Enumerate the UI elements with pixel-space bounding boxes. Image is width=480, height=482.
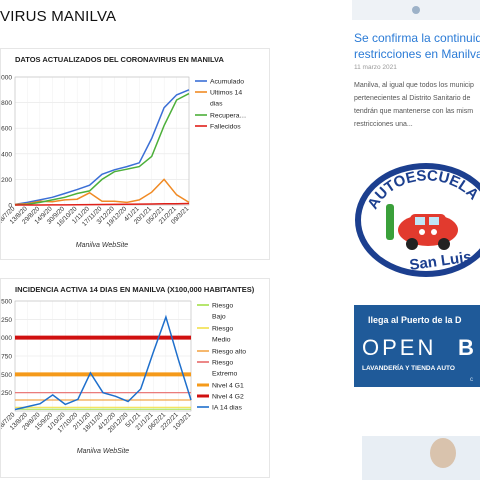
ad-brand: OPEN [362, 335, 437, 360]
y-tick-label: 250 [1, 317, 12, 324]
chart-caption: Manilva WebSite [76, 242, 129, 249]
legend-label: Extremo [212, 371, 238, 378]
article-date: 11 marzo 2021 [354, 64, 397, 71]
article-title-line[interactable]: Se confirma la continuidad [354, 31, 480, 45]
legend-label: Recupera… [210, 113, 246, 120]
legend-label: Riesgo [212, 360, 233, 367]
autoescuela-san-luis-logo[interactable]: AUTOESCUELA San Luis [352, 160, 480, 280]
bottom-thumbnail[interactable] [362, 436, 480, 480]
chart-title: INCIDENCIA ACTIVA 14 DIAS EN MANILVA (X1… [15, 285, 255, 294]
legend-label: Ultimos 14 [210, 90, 242, 97]
person-photo [430, 438, 456, 468]
legend-label: Riesgo alto [212, 349, 246, 356]
series-line [14, 89, 190, 206]
ad-headline: llega al Puerto de la D [368, 315, 462, 325]
legend-label: Acumulado [210, 79, 244, 86]
legend-label: Bajo [212, 314, 226, 321]
ad-brand-b: B [458, 335, 474, 360]
y-tick-label: 250 [1, 390, 12, 397]
chart-caption: Manilva WebSite [77, 448, 130, 455]
article-title-link[interactable]: Se confirma la continuidad restricciones… [354, 30, 480, 62]
article-excerpt-line: tendrán que mantenerse con las mism [354, 108, 474, 115]
legend-label: IA 14 dias [212, 405, 242, 412]
article-excerpt-line: Manilva, al igual que todos los municip [354, 82, 474, 89]
y-tick-label: 0 [8, 203, 12, 210]
ad-subline: LAVANDERÍA Y TIENDA AUTO [362, 365, 455, 372]
article-excerpt-line: restricciones una... [354, 121, 413, 128]
openb-laundry-ad[interactable]: llega al Puerto de la D OPEN B LAVANDERÍ… [354, 305, 480, 387]
y-tick-label: 800 [1, 100, 12, 107]
y-tick-label: 750 [1, 354, 12, 361]
series-line [14, 92, 190, 206]
y-tick-label: 000 [1, 335, 12, 342]
legend-label: Medio [212, 337, 231, 344]
article-excerpt-line: pertenecientes al Distrito Sanitario de [354, 95, 471, 102]
series-line [14, 314, 192, 411]
y-tick-label: 200 [1, 177, 12, 184]
legend-label: Fallecidos [210, 124, 241, 131]
coronavirus-data-plot: 000800600400200018/7/2013/8/2029/8/2014/… [0, 75, 246, 250]
thumbnail-map-mark [412, 6, 420, 14]
y-tick-label: 600 [1, 126, 12, 133]
legend-label: Nivel 4 G1 [212, 383, 244, 390]
incidence-chart: INCIDENCIA ACTIVA 14 DIAS EN MANILVA (X1… [0, 278, 270, 478]
plot-frame [14, 300, 192, 412]
page-title: VIRUS MANILVA [0, 8, 117, 25]
coronavirus-data-chart: DATOS ACTUALIZADOS DEL CORONAVIRUS EN MA… [0, 48, 270, 260]
y-tick-label: 400 [1, 151, 12, 158]
y-tick-label: 000 [1, 75, 12, 82]
article-title-line[interactable]: restricciones en Manilva [354, 47, 480, 61]
legend-label: Nivel 4 G2 [212, 394, 244, 401]
ad-small-text: c [470, 377, 473, 383]
legend-label: Riesgo [212, 326, 233, 333]
legend-label: dias [210, 101, 223, 108]
incidence-plot: 50025000075050025018/7/2013/8/2029/8/201… [0, 299, 246, 456]
chart-title: DATOS ACTUALIZADOS DEL CORONAVIRUS EN MA… [15, 55, 224, 64]
series-line [15, 202, 190, 206]
legend-label: Riesgo [212, 303, 233, 310]
y-tick-label: 500 [1, 372, 12, 379]
y-tick-label: 500 [1, 299, 12, 306]
